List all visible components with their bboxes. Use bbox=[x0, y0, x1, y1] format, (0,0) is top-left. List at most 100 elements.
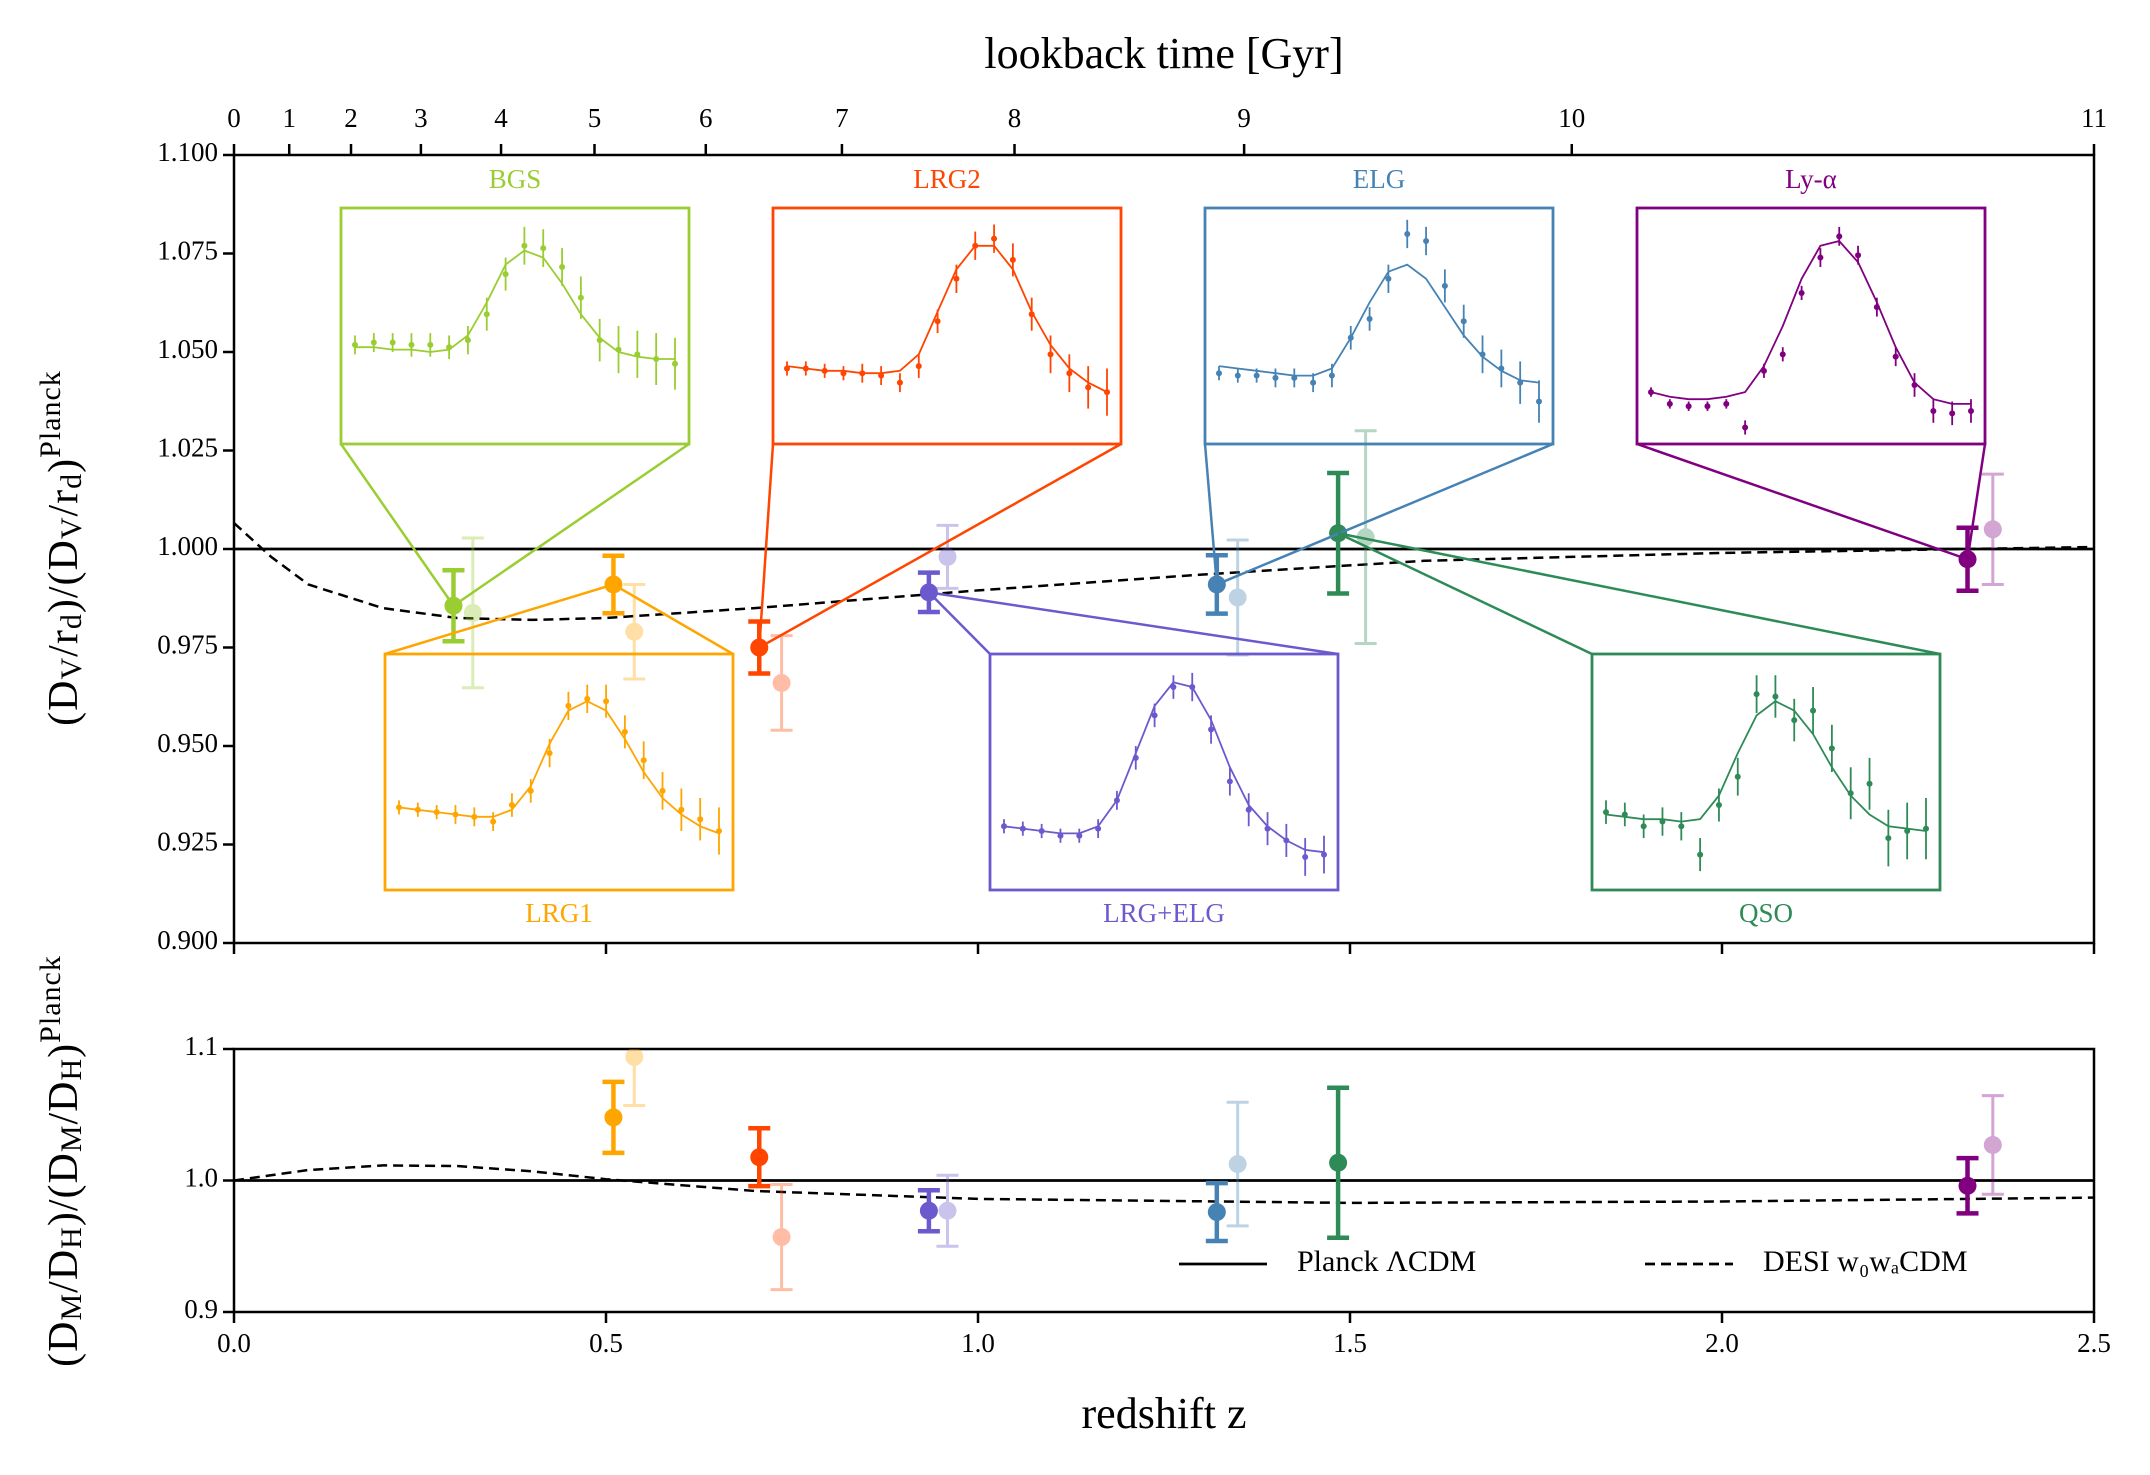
inset-point bbox=[678, 806, 685, 813]
y-tick-label: 0.925 bbox=[157, 827, 218, 857]
y-tick-label: 0.9 bbox=[184, 1294, 218, 1324]
inset-point bbox=[1847, 790, 1854, 797]
inset-point bbox=[1113, 797, 1120, 804]
connector bbox=[758, 442, 1122, 649]
inset-point bbox=[584, 695, 591, 702]
x2-tick-label: 9 bbox=[1237, 103, 1251, 133]
inset-point bbox=[1678, 823, 1685, 830]
y-axis-label: (DV/rd)/(DV/rd)Planck bbox=[34, 370, 88, 726]
inset-frame bbox=[339, 206, 691, 446]
connector bbox=[928, 591, 1339, 656]
inset-point bbox=[1328, 372, 1335, 379]
inset-point bbox=[953, 275, 960, 282]
y-axis-label-part: )/(D bbox=[41, 1152, 87, 1226]
data-point bbox=[461, 536, 484, 690]
data-point bbox=[1956, 1155, 1979, 1216]
inset-point bbox=[1404, 230, 1411, 237]
data-point bbox=[748, 1126, 771, 1189]
inset-point bbox=[502, 271, 509, 278]
connector bbox=[1216, 442, 1554, 586]
inset-point bbox=[527, 787, 534, 794]
x2-tick-label: 0 bbox=[227, 103, 241, 133]
x-tick-label: 1.0 bbox=[961, 1328, 995, 1358]
model-dashed-line bbox=[234, 1164, 2094, 1205]
inset: BGS bbox=[339, 164, 691, 607]
inset-point bbox=[1760, 367, 1767, 374]
connector bbox=[384, 583, 614, 656]
inset-point bbox=[1009, 256, 1016, 263]
inset: LRG+ELG bbox=[928, 591, 1340, 928]
data-point bbox=[1226, 1100, 1249, 1228]
x2-tick-label: 6 bbox=[699, 103, 713, 133]
inset-point bbox=[1253, 372, 1260, 379]
inset-point bbox=[1066, 370, 1073, 377]
marker bbox=[1228, 588, 1247, 607]
inset-point bbox=[1234, 372, 1241, 379]
data-point bbox=[1205, 1180, 1228, 1244]
inset-point bbox=[1085, 384, 1092, 391]
inset-point bbox=[1302, 853, 1309, 860]
y-axis-label-part: Planck bbox=[34, 370, 67, 458]
inset-point bbox=[1366, 315, 1373, 322]
legend-label: Planck ΛCDM bbox=[1297, 1245, 1476, 1278]
inset-point bbox=[784, 365, 790, 372]
marker bbox=[1228, 1155, 1247, 1174]
inset-point bbox=[1076, 832, 1083, 839]
legend: Planck ΛCDM DESI w₀wₐCDM bbox=[1179, 1245, 1968, 1278]
inset-point bbox=[1828, 745, 1835, 752]
y-axis-label-part: ) bbox=[41, 1043, 87, 1058]
y-axis-label-part: (D bbox=[41, 679, 87, 725]
x-tick-label: 2.0 bbox=[1705, 1328, 1739, 1358]
y-tick-label: 0.950 bbox=[157, 728, 218, 758]
marker bbox=[604, 1108, 623, 1127]
inset-point bbox=[427, 341, 434, 348]
inset-point bbox=[1226, 778, 1233, 785]
data-point bbox=[623, 1049, 646, 1108]
connector bbox=[339, 443, 455, 607]
inset-point bbox=[490, 818, 497, 825]
inset-label: LRG+ELG bbox=[1103, 898, 1225, 928]
inset-frame bbox=[1590, 652, 1942, 892]
inset-point bbox=[1132, 754, 1139, 761]
marker bbox=[772, 1228, 791, 1247]
inset-point bbox=[1968, 407, 1974, 414]
y-tick-label: 0.975 bbox=[157, 630, 218, 660]
y-tick-label: 1.025 bbox=[157, 433, 218, 463]
inset: LRG2 bbox=[758, 164, 1123, 649]
inset-label: LRG2 bbox=[913, 164, 981, 194]
inset-point bbox=[1479, 351, 1486, 358]
marker bbox=[1207, 1203, 1226, 1222]
inset-point bbox=[565, 702, 572, 709]
inset-point bbox=[1697, 851, 1704, 858]
inset-point bbox=[1648, 389, 1654, 396]
inset-point bbox=[1057, 832, 1064, 839]
inset-point bbox=[389, 339, 396, 346]
inset-point bbox=[640, 757, 647, 764]
inset-point bbox=[1904, 828, 1911, 834]
inset-frame bbox=[771, 206, 1123, 446]
x2-tick-label: 11 bbox=[2081, 103, 2107, 133]
inset-point bbox=[596, 337, 603, 344]
inset-point bbox=[352, 341, 358, 348]
inset-point bbox=[621, 728, 628, 735]
inset-point bbox=[1873, 304, 1880, 311]
inset-point bbox=[859, 370, 866, 377]
inset-point bbox=[1930, 407, 1937, 414]
y-axis-label-part: H bbox=[55, 1058, 88, 1081]
inset-label: QSO bbox=[1739, 898, 1793, 928]
inset-point bbox=[1836, 233, 1843, 240]
inset-point bbox=[1817, 254, 1824, 261]
marker bbox=[938, 547, 957, 566]
y-axis-label-part: d bbox=[55, 613, 88, 629]
inset-point bbox=[802, 365, 809, 372]
connector bbox=[1966, 443, 1987, 560]
inset-point bbox=[396, 804, 402, 811]
y-tick-label: 1.1 bbox=[184, 1031, 218, 1061]
plot-area bbox=[234, 1049, 2094, 1292]
inset-point bbox=[1723, 400, 1730, 407]
inset-point bbox=[1779, 351, 1786, 358]
connector bbox=[1337, 532, 1941, 656]
inset-point bbox=[464, 337, 471, 344]
